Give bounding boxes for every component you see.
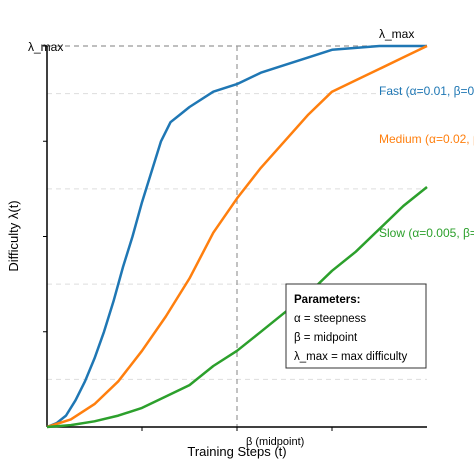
midpoint-label: β (midpoint): [246, 436, 304, 448]
legend: Parameters: α = steepness β = midpoint λ…: [285, 283, 427, 369]
lambda-max-label-right: λ_max: [379, 27, 414, 41]
series-layer: [46, 44, 428, 429]
legend-box: [285, 283, 427, 369]
ticks-layer: [43, 45, 333, 431]
legend-item-steepness: α = steepness: [294, 313, 366, 325]
series-line-slow: [46, 186, 428, 429]
legend-item-lambda-max: λ_max = max difficulty: [294, 351, 407, 363]
x-axis-title: Training Steps (t): [187, 444, 286, 459]
lambda-max-label-left: λ_max: [28, 40, 63, 54]
y-axis-title: Difficulty λ(t): [6, 200, 21, 271]
series-line-medium: [46, 44, 428, 429]
series-line-fast: [46, 44, 427, 429]
legend-item-midpoint: β = midpoint: [294, 332, 358, 344]
series-label-slow: Slow (α=0.005, β=0.7): [379, 226, 474, 240]
series-label-medium: Medium (α=0.02, β=0.5): [379, 132, 474, 146]
grid-layer: [47, 45, 427, 427]
series-label-fast: Fast (α=0.01, β=0.3): [379, 84, 474, 98]
legend-title: Parameters:: [294, 294, 360, 306]
